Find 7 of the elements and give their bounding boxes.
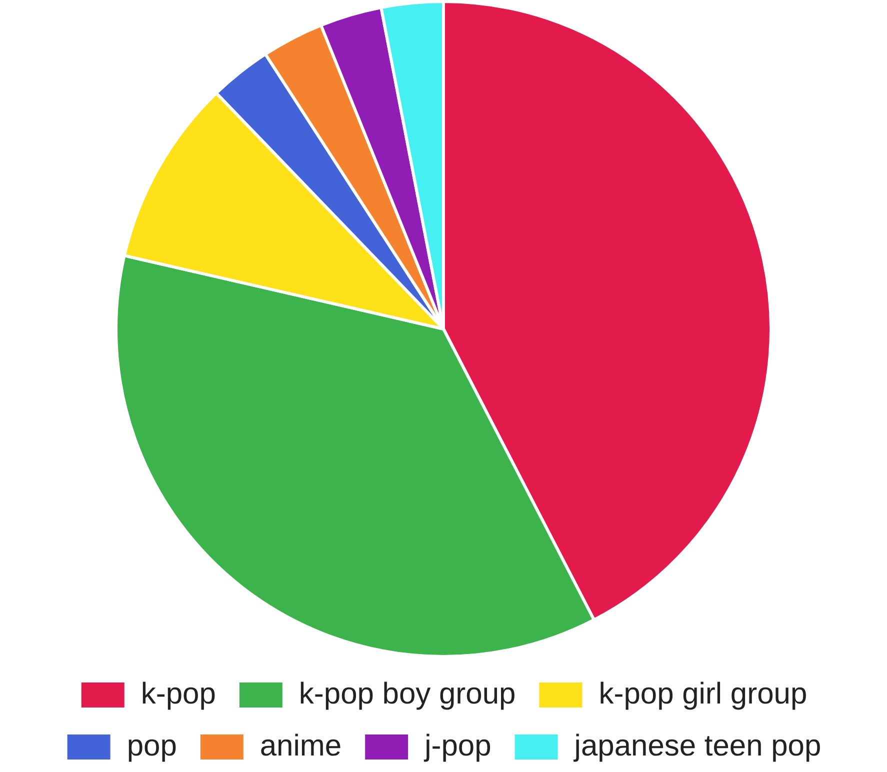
- legend-label: anime: [260, 729, 342, 762]
- legend-label: pop: [126, 729, 177, 762]
- legend-label: k-pop boy group: [298, 677, 516, 710]
- legend-label: k-pop girl group: [598, 677, 808, 710]
- legend-label: j-pop: [424, 729, 492, 762]
- legend-label: k-pop: [140, 677, 216, 710]
- legend-label: japanese teen pop: [573, 729, 822, 762]
